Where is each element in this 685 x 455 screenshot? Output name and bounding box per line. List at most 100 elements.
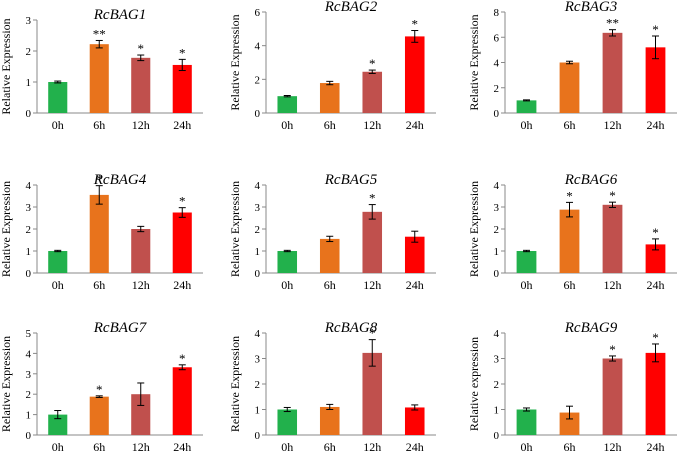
x-tick-label: 6h bbox=[324, 440, 336, 454]
y-tick-label: 0 bbox=[255, 108, 261, 120]
bar-12h bbox=[362, 71, 383, 113]
chart-title: RcBAG8 bbox=[324, 320, 378, 336]
y-tick-label: 2 bbox=[255, 224, 261, 236]
x-tick-label: 6h bbox=[564, 118, 576, 132]
y-tick-label: 4 bbox=[494, 328, 500, 340]
x-tick-label: 6h bbox=[324, 118, 336, 132]
x-tick-label: 6h bbox=[564, 278, 576, 292]
y-tick-label: 1 bbox=[26, 246, 32, 258]
bar-24h bbox=[404, 407, 425, 435]
x-tick-label: 24h bbox=[647, 118, 665, 132]
x-tick-label: 12h bbox=[604, 440, 622, 454]
bar-24h bbox=[172, 64, 192, 113]
y-axis-label: Relative Expression bbox=[228, 336, 242, 432]
chart-title: RcBAG6 bbox=[564, 172, 618, 188]
bar-0h bbox=[516, 251, 537, 273]
y-tick-label: 1 bbox=[494, 246, 500, 258]
x-tick-label: 6h bbox=[93, 278, 105, 292]
y-tick-label: 2 bbox=[494, 224, 500, 236]
y-tick-label: 2 bbox=[26, 389, 32, 401]
significance-marker-24h: * bbox=[652, 225, 659, 240]
bar-0h bbox=[277, 96, 298, 113]
x-tick-label: 24h bbox=[173, 278, 191, 292]
y-tick-label: 4 bbox=[255, 180, 261, 192]
x-tick-label: 24h bbox=[647, 440, 665, 454]
y-tick-label: 0 bbox=[26, 430, 32, 442]
significance-marker-6h: * bbox=[96, 172, 103, 187]
y-tick-label: 1 bbox=[255, 405, 261, 417]
y-tick-label: 2 bbox=[255, 379, 261, 391]
bar-12h bbox=[131, 229, 151, 273]
y-tick-label: 0 bbox=[494, 108, 500, 120]
x-tick-label: 0h bbox=[52, 278, 64, 292]
significance-marker-24h: * bbox=[652, 22, 659, 37]
y-tick-label: 4 bbox=[26, 180, 32, 192]
significance-marker-24h: * bbox=[179, 194, 186, 209]
bar-6h bbox=[559, 62, 580, 113]
y-tick-label: 2 bbox=[26, 46, 32, 58]
y-tick-label: 2 bbox=[255, 74, 261, 86]
significance-marker-24h: * bbox=[652, 330, 659, 345]
bar-6h bbox=[89, 44, 109, 113]
significance-marker-24h: * bbox=[179, 45, 186, 60]
significance-marker-12h: * bbox=[609, 188, 616, 203]
x-tick-label: 24h bbox=[406, 440, 424, 454]
significance-marker-24h: * bbox=[179, 351, 186, 366]
bar-0h bbox=[277, 251, 298, 273]
x-tick-label: 12h bbox=[132, 440, 150, 454]
y-tick-label: 2 bbox=[26, 224, 32, 236]
bar-0h bbox=[516, 100, 537, 113]
bar-24h bbox=[645, 352, 666, 435]
bar-6h bbox=[319, 238, 340, 273]
significance-marker-6h: * bbox=[566, 188, 573, 203]
y-axis-label: Relative Expression bbox=[228, 14, 242, 110]
chart-title: RcBAG4 bbox=[93, 172, 147, 188]
y-tick-label: 3 bbox=[26, 15, 32, 27]
y-tick-label: 0 bbox=[255, 268, 261, 280]
x-tick-label: 0h bbox=[281, 440, 293, 454]
bar-6h bbox=[319, 83, 340, 113]
significance-marker-12h: * bbox=[138, 41, 145, 56]
y-tick-label: 3 bbox=[26, 369, 32, 381]
bar-24h bbox=[645, 47, 666, 113]
chart-panel-rcbag8: RcBAG8 Relative Expression 0 1 2 3 4 0h 6h * 12h 24… bbox=[228, 320, 436, 454]
chart-title: RcBAG1 bbox=[93, 7, 146, 23]
bar-24h bbox=[645, 244, 666, 273]
bar-6h bbox=[89, 194, 109, 273]
y-tick-label: 4 bbox=[26, 348, 32, 360]
y-tick-label: 3 bbox=[26, 202, 32, 214]
bar-0h bbox=[277, 409, 298, 435]
y-tick-label: 3 bbox=[494, 354, 500, 366]
y-tick-label: 1 bbox=[26, 77, 32, 89]
bar-6h bbox=[559, 209, 580, 273]
y-axis-label: Relative Expression bbox=[0, 336, 13, 432]
significance-marker-12h: * bbox=[369, 56, 376, 71]
x-tick-label: 24h bbox=[173, 440, 191, 454]
y-tick-label: 5 bbox=[26, 328, 32, 340]
chart-panel-rcbag9: RcBAG9 Relative expression 0 1 2 3 4 0h 6h * 12h * 2… bbox=[467, 320, 677, 454]
bar-6h bbox=[319, 406, 340, 435]
x-tick-label: 0h bbox=[52, 118, 64, 132]
significance-marker-12h: ** bbox=[606, 16, 619, 31]
y-tick-label: 1 bbox=[494, 405, 500, 417]
x-tick-label: 0h bbox=[521, 440, 533, 454]
bar-6h bbox=[559, 412, 580, 435]
y-tick-label: 3 bbox=[255, 202, 261, 214]
x-tick-label: 12h bbox=[132, 278, 150, 292]
bar-24h bbox=[172, 367, 192, 435]
bar-12h bbox=[362, 352, 383, 435]
x-tick-label: 24h bbox=[406, 118, 424, 132]
chart-title: RcBAG7 bbox=[93, 320, 148, 336]
y-tick-label: 4 bbox=[255, 41, 261, 53]
y-tick-label: 2 bbox=[494, 379, 500, 391]
y-axis-label: Relative expression bbox=[467, 337, 481, 431]
significance-marker-6h: ** bbox=[93, 26, 106, 41]
significance-marker-12h: * bbox=[369, 326, 376, 341]
chart-panel-rcbag4: RcBAG4 Relative Expression 0 1 2 3 4 0h * 6h 12h * 2… bbox=[0, 172, 203, 292]
y-tick-label: 0 bbox=[26, 268, 32, 280]
x-tick-label: 12h bbox=[363, 440, 381, 454]
bar-0h bbox=[516, 409, 537, 435]
bar-24h bbox=[172, 212, 192, 273]
chart-title: RcBAG3 bbox=[564, 0, 617, 15]
chart-panel-rcbag2: RcBAG2 Relative Expression 0 2 4 6 0h 6h * 12h * 24… bbox=[228, 0, 436, 132]
